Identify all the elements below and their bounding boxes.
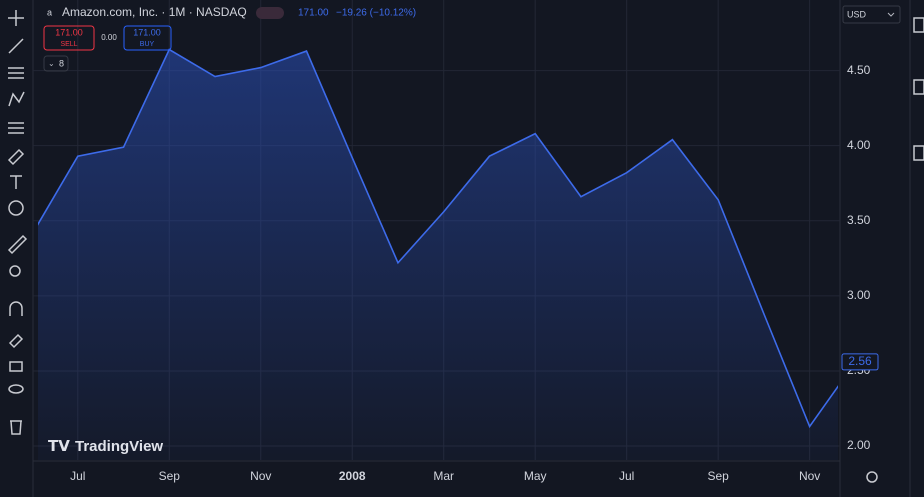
price-change: −19.26 (−10.12%): [336, 8, 416, 19]
y-tick-label: 3.50: [847, 213, 871, 227]
indicator-count: 8: [59, 58, 64, 68]
symbol-icon: a: [47, 7, 52, 17]
ruler-tool[interactable]: [7, 234, 28, 255]
x-tick-label: Nov: [250, 469, 271, 483]
y-tick-label: 4.00: [847, 138, 871, 152]
projection-tool[interactable]: [8, 122, 24, 134]
trash-tool[interactable]: [10, 420, 22, 435]
side-panel-button[interactable]: [913, 145, 924, 161]
emoji-tool[interactable]: [8, 200, 24, 216]
last-price-tag: [841, 353, 879, 371]
x-tick-label: Sep: [707, 469, 729, 483]
drawing-tools[interactable]: [7, 10, 924, 435]
x-tick-label: Jul: [70, 469, 85, 483]
buy-button[interactable]: [123, 25, 172, 51]
sell-button[interactable]: [43, 25, 95, 51]
settings-button[interactable]: [866, 471, 878, 483]
zoom-tool[interactable]: [9, 265, 21, 277]
pattern-tool[interactable]: [8, 91, 25, 107]
x-tick-label: Mar: [433, 469, 454, 483]
x-tick-label: 2008: [339, 469, 366, 483]
lock-draw-tool[interactable]: [8, 333, 24, 349]
dropdown-arrow: [887, 12, 895, 17]
sell-price: 171.00: [55, 27, 83, 37]
y-tick-label: 3.00: [847, 288, 871, 302]
sell-label: SELL: [60, 41, 77, 48]
x-tick-label: Sep: [159, 469, 181, 483]
side-panel-button[interactable]: [913, 17, 924, 33]
logo: TradingView: [75, 438, 163, 455]
plot-area: [38, 0, 838, 460]
side-panel-button[interactable]: [913, 79, 924, 95]
brush-tool[interactable]: [7, 148, 25, 166]
spread: 0.00: [101, 33, 117, 42]
logo-mark: 𝗧𝗩: [48, 438, 70, 455]
trendline-tool[interactable]: [8, 38, 24, 54]
symbol-title: Amazon.com, Inc. · 1M · NASDAQ: [62, 5, 247, 19]
magnet-tool[interactable]: [9, 301, 23, 316]
buy-label: BUY: [140, 41, 155, 48]
fib-tool[interactable]: [8, 67, 24, 79]
area-fill: [38, 49, 838, 460]
currency: USD: [847, 9, 867, 19]
last-price: 171.00: [298, 8, 329, 19]
chevron: ⌄: [48, 59, 55, 68]
hide-tool[interactable]: [8, 384, 24, 394]
x-tick-label: Jul: [619, 469, 634, 483]
text-tool[interactable]: [10, 175, 22, 189]
y-tick-label: 2.00: [847, 438, 871, 452]
lock-tool[interactable]: [9, 361, 23, 372]
currency-select[interactable]: [842, 5, 901, 24]
indicators-toggle[interactable]: [43, 55, 69, 72]
x-tick-label: May: [524, 469, 547, 483]
y-tick-label: 4.50: [847, 63, 871, 77]
last-price-label: 2.56: [848, 354, 872, 368]
crosshair-tool[interactable]: [8, 10, 24, 26]
market-status[interactable]: [256, 7, 284, 19]
x-tick-label: Nov: [799, 469, 820, 483]
buy-price: 171.00: [133, 27, 161, 37]
